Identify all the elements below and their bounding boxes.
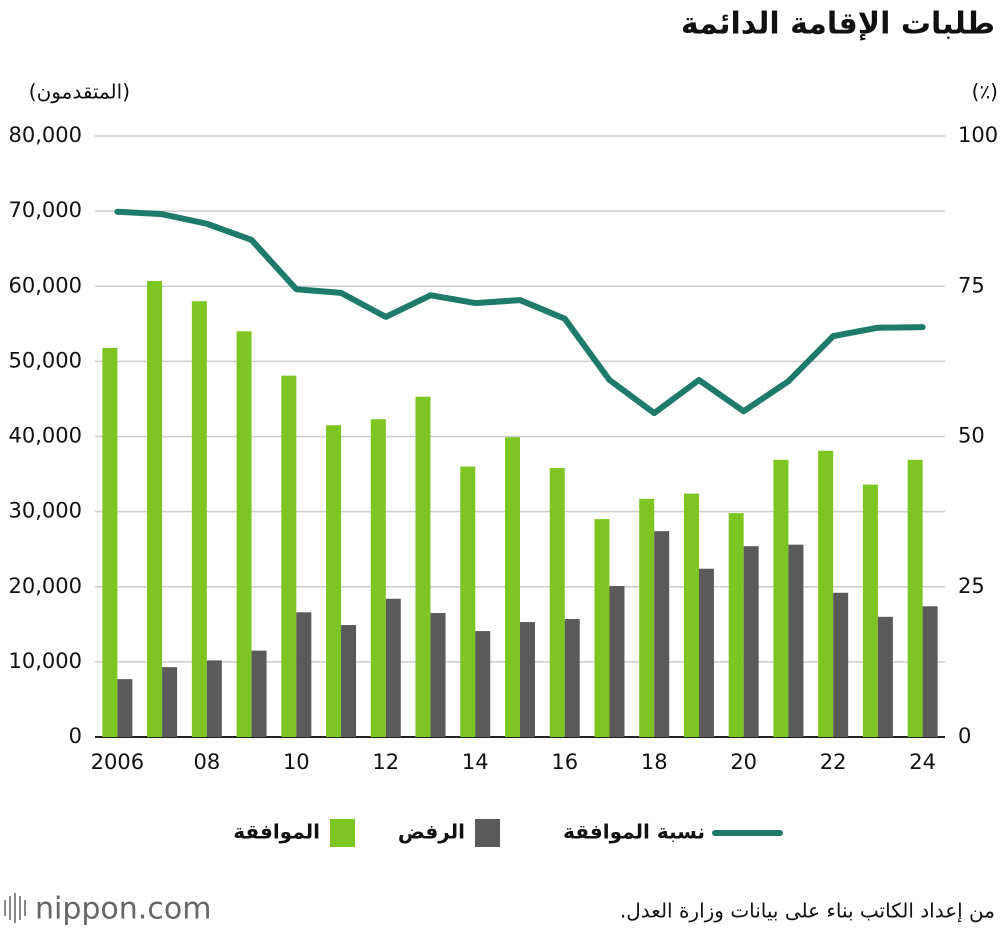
x-tick-label: 24 <box>909 750 936 774</box>
logo-icon <box>4 893 26 923</box>
y-tick-label: 10,000 <box>9 649 82 673</box>
x-tick-label: 2006 <box>91 750 144 774</box>
legend-swatch <box>330 819 355 847</box>
x-tick-label: 08 <box>193 750 220 774</box>
y-axis-label: (المتقدمون) <box>29 80 130 104</box>
y-tick-label: 0 <box>69 724 82 748</box>
bar <box>609 585 625 737</box>
bar <box>236 331 252 737</box>
bar <box>773 459 789 737</box>
x-tick-label: 12 <box>372 750 399 774</box>
legend-label: الرفض <box>398 820 465 844</box>
bar <box>102 347 118 737</box>
bar <box>698 568 714 737</box>
bar <box>385 598 401 737</box>
bar <box>520 622 535 737</box>
y-tick-label: 80,000 <box>9 123 82 147</box>
bar <box>549 468 565 737</box>
bar <box>594 519 610 737</box>
y-tick-label: 30,000 <box>9 499 82 523</box>
y2-tick-label: 50 <box>958 424 985 448</box>
bar <box>833 592 849 737</box>
bar <box>191 301 207 737</box>
y2-tick-label: 25 <box>958 574 985 598</box>
x-tick-label: 22 <box>820 750 847 774</box>
bar <box>788 544 804 737</box>
x-tick-label: 10 <box>283 750 310 774</box>
bar <box>683 493 699 737</box>
y2-axis-label: (٪) <box>972 80 998 104</box>
bar <box>743 546 759 737</box>
bar <box>475 631 491 737</box>
bar <box>460 466 476 737</box>
bar <box>654 531 670 737</box>
x-tick-label: 14 <box>462 750 489 774</box>
bar <box>326 425 342 737</box>
line <box>114 208 926 417</box>
bar <box>877 616 893 737</box>
bar <box>251 650 267 737</box>
bar <box>430 613 446 737</box>
bar <box>341 625 357 737</box>
x-tick-label: 16 <box>551 750 578 774</box>
bar <box>639 498 655 737</box>
legend-swatch <box>475 819 500 847</box>
y2-tick-label: 100 <box>958 123 998 147</box>
x-tick-label: 20 <box>730 750 757 774</box>
legend-label: الموافقة <box>233 820 320 844</box>
bar <box>907 459 923 737</box>
bar <box>117 679 133 737</box>
bar <box>206 660 222 737</box>
bar <box>415 396 431 737</box>
logo: nippon.com <box>35 892 211 927</box>
bar <box>818 450 834 737</box>
bar <box>281 375 297 737</box>
y2-tick-label: 0 <box>958 724 971 748</box>
bar <box>505 437 520 737</box>
bar <box>922 606 938 737</box>
x-tick-label: 18 <box>641 750 668 774</box>
bar <box>147 280 163 737</box>
bar <box>370 419 386 737</box>
chart-title: طلبات الإقامة الدائمة <box>681 7 995 42</box>
bar <box>564 619 580 737</box>
y-tick-label: 60,000 <box>9 273 82 297</box>
y-tick-label: 70,000 <box>9 198 82 222</box>
bar <box>862 484 878 737</box>
bar <box>162 667 178 737</box>
y2-tick-label: 75 <box>958 273 985 297</box>
source: من إعداد الكاتب بناء على بيانات وزارة ال… <box>620 899 995 924</box>
y-tick-label: 20,000 <box>9 574 82 598</box>
bar <box>728 513 744 737</box>
legend-label: نسبة الموافقة <box>563 820 705 844</box>
bar <box>296 612 312 737</box>
y-tick-label: 50,000 <box>9 348 82 372</box>
y-tick-label: 40,000 <box>9 424 82 448</box>
